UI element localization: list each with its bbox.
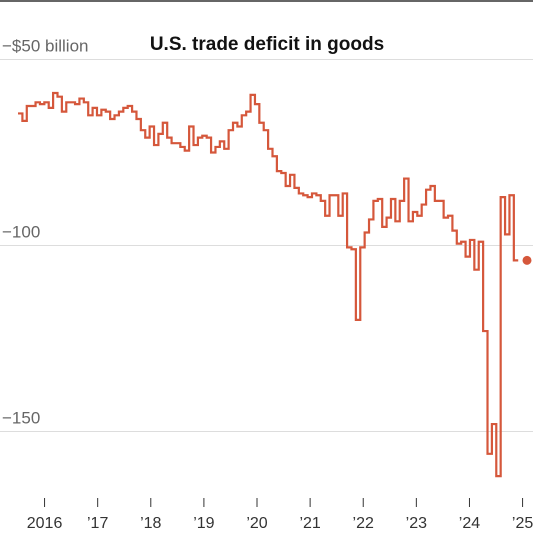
x-tick-label: ’20 xyxy=(246,515,267,532)
x-tick-label: ’21 xyxy=(299,515,320,532)
x-tick-label: ’19 xyxy=(193,515,214,532)
y-tick-label: −150 xyxy=(2,408,40,427)
x-tick-label: ’22 xyxy=(353,515,374,532)
chart-title: U.S. trade deficit in goods xyxy=(150,34,384,55)
x-tick-label: ’23 xyxy=(406,515,427,532)
series-line xyxy=(18,91,519,478)
x-tick-label: ’24 xyxy=(459,515,480,532)
x-tick-label: ’17 xyxy=(87,515,108,532)
x-axis: 2016 ’17 ’18 ’19 ’20 ’21 ’22 ’23 ’24 ’25 xyxy=(27,498,533,532)
y-tick-label: −100 xyxy=(2,223,40,242)
series-layer xyxy=(18,91,532,478)
x-tick-label: ’25 xyxy=(512,515,533,532)
last-value-dot xyxy=(522,255,532,265)
y-tick-labels: −$50 billion −100 −150 xyxy=(2,37,89,428)
x-tick-label: 2016 xyxy=(27,515,63,532)
grid-layer xyxy=(0,59,533,432)
x-tick-label: ’18 xyxy=(140,515,161,532)
y-tick-label: −$50 billion xyxy=(2,37,89,56)
